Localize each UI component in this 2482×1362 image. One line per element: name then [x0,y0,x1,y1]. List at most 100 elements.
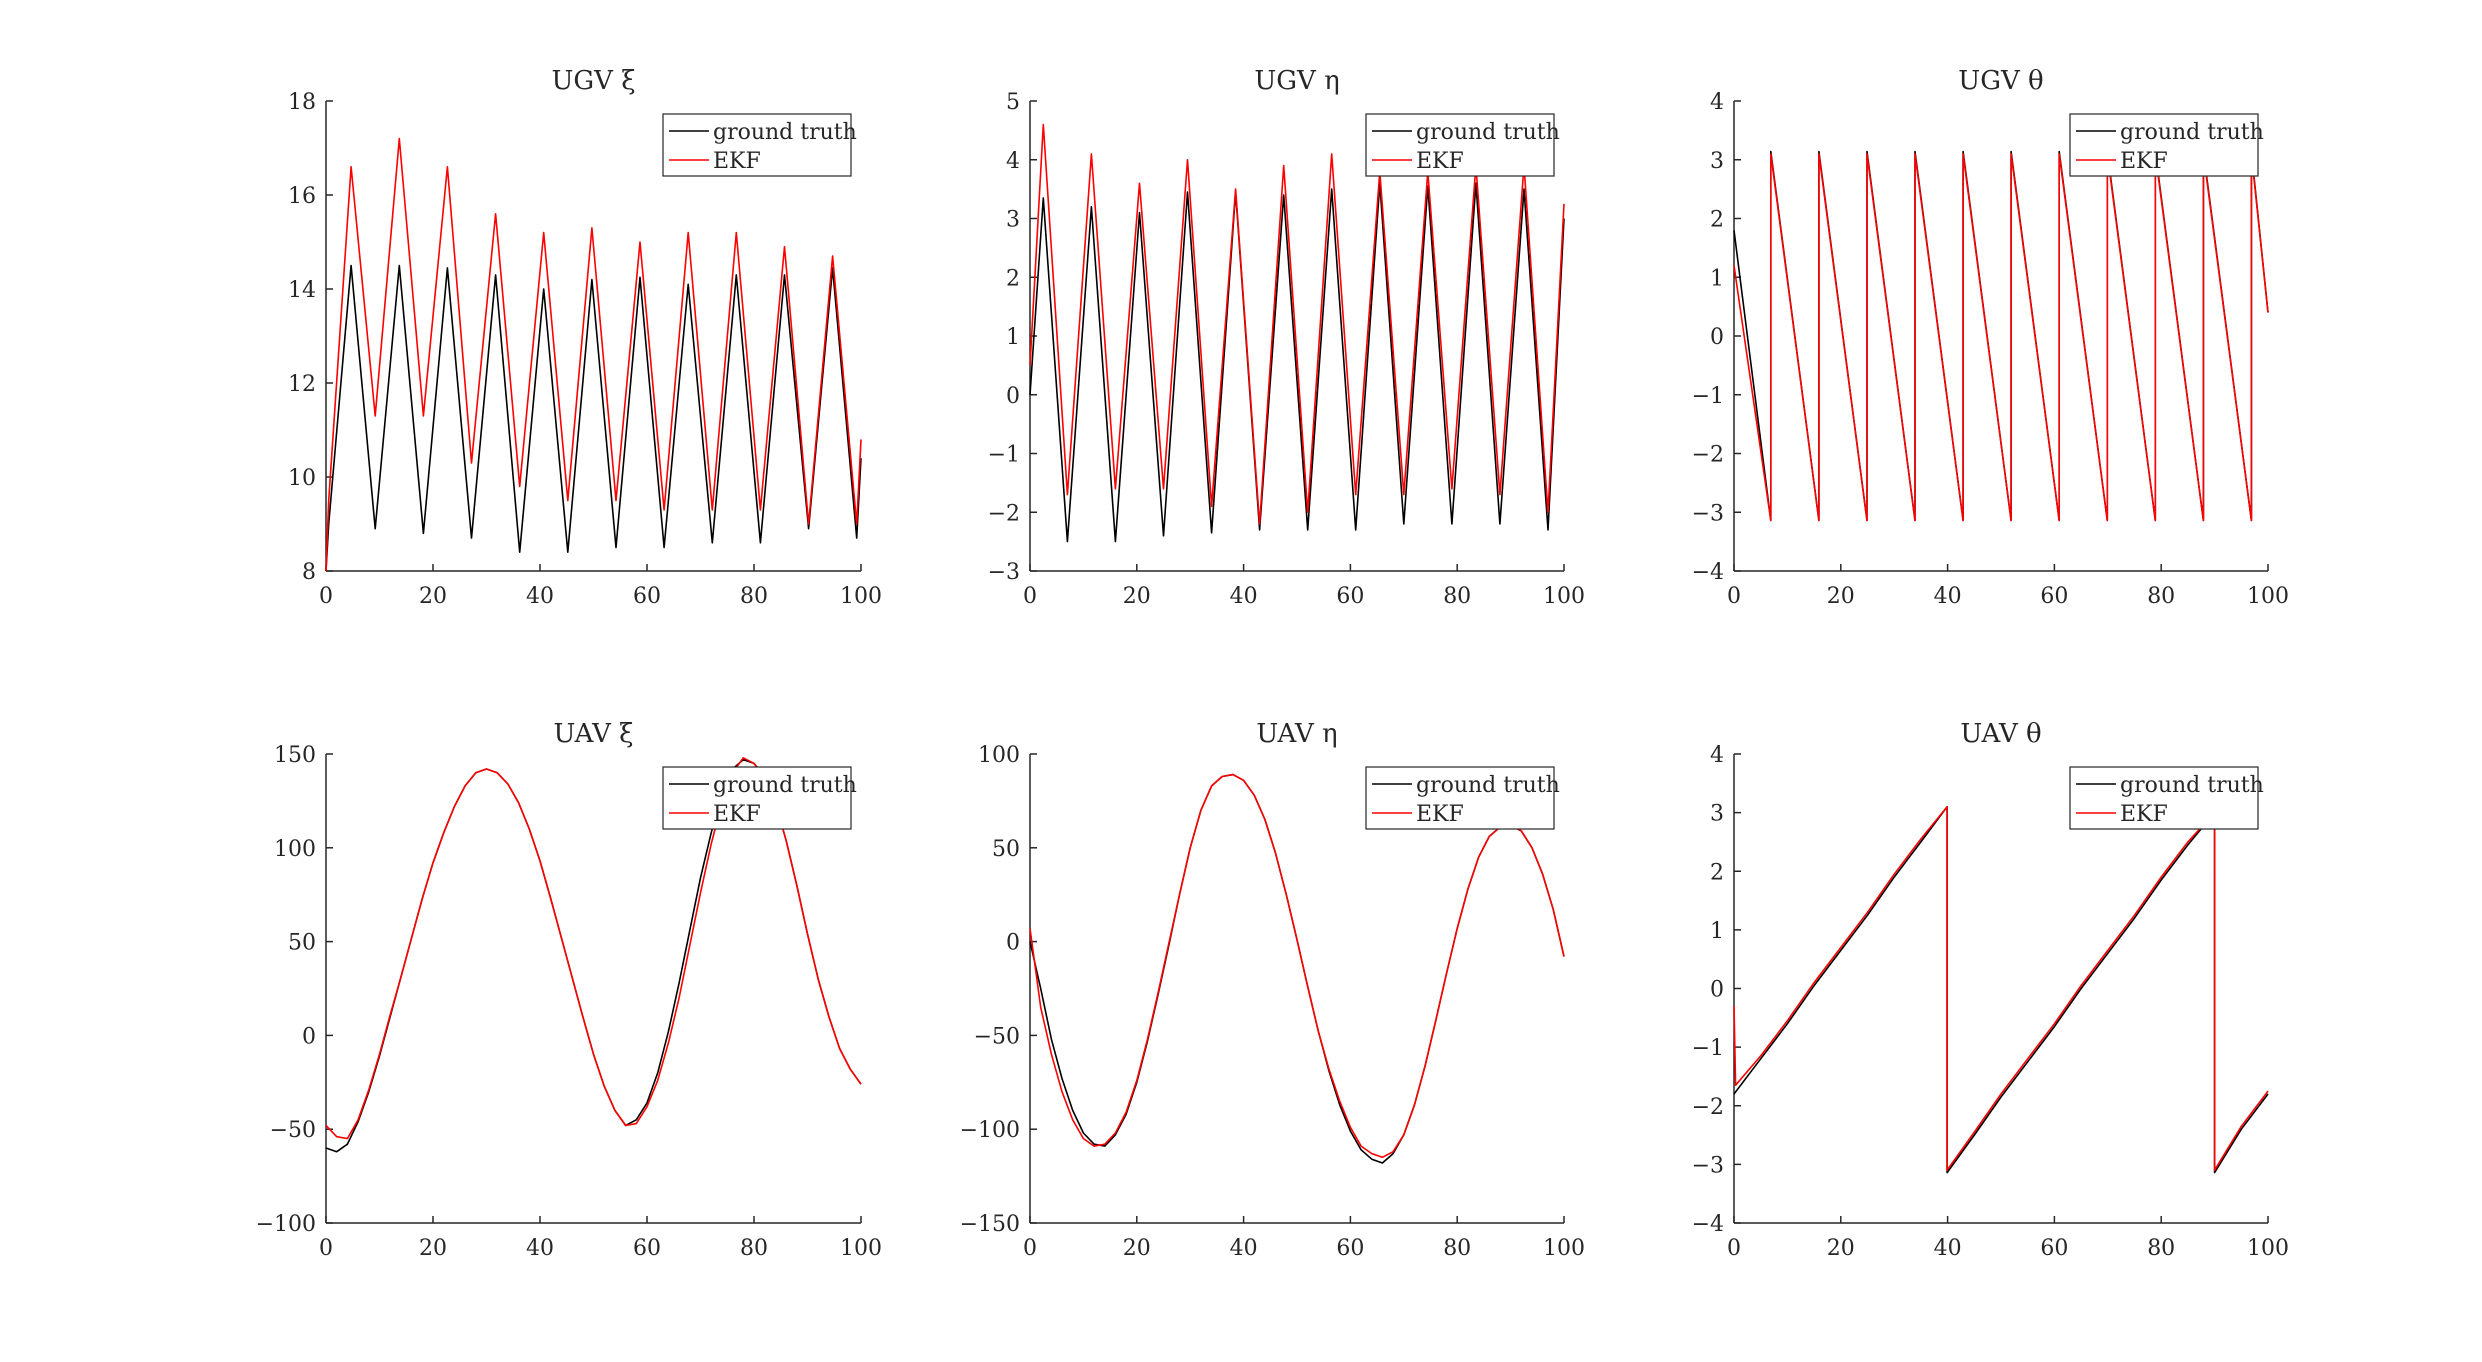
chart-title: UGV ξ [551,66,635,96]
y-tick-label: −150 [960,1212,1020,1237]
y-tick-label: 8 [302,560,316,585]
series-line-ground-truth [325,264,862,572]
y-tick-label: 5 [1006,90,1020,115]
chart-panel-2: 0 20 40 60 80 100 −3 −2 −1 0 1 2 3 4 5 UGV η ground trut… [988,66,1585,609]
x-tick-label: 0 [1727,1236,1741,1261]
x-tick-label: 100 [1543,584,1585,609]
y-tick-label: −2 [1692,1095,1724,1120]
y-tick-label: 150 [274,743,316,768]
y-tick-label: −100 [960,1118,1020,1143]
series-line-ekf [325,137,862,572]
y-tick-label: 4 [1710,90,1724,115]
chart-title: UGV θ [1958,66,2043,96]
y-tick-label: 0 [302,1024,316,1049]
chart-panel-3: 0 20 40 60 80 100 −4 −3 −2 −1 0 1 2 3 4 UGV θ ground tru… [1692,66,2289,609]
y-tick-label: 3 [1710,802,1724,827]
y-tick-label: −2 [1692,443,1724,468]
y-tick-label: 16 [288,184,316,209]
x-tick-label: 60 [633,584,661,609]
legend-box [1365,113,1555,177]
legend-box [662,766,852,830]
y-tick-label: 4 [1710,743,1724,768]
x-tick-label: 100 [840,1236,882,1261]
legend-label: ground truth [713,773,857,798]
y-tick-label: 14 [288,278,316,303]
x-tick-label: 20 [1123,1236,1151,1261]
legend-label: EKF [2120,149,2168,174]
chart-title: UAV ξ [554,719,634,749]
y-tick-label: −1 [1692,384,1724,409]
x-tick-label: 20 [419,1236,447,1261]
legend-label: EKF [1416,149,1464,174]
y-tick-label: 0 [1006,931,1020,956]
y-tick-label: −1 [988,443,1020,468]
x-tick-label: 0 [1023,1236,1037,1261]
y-tick-label: 4 [1006,149,1020,174]
y-tick-label: −1 [1692,1036,1724,1061]
y-tick-label: −2 [988,501,1020,526]
y-tick-label: 12 [288,372,316,397]
x-tick-label: 20 [419,584,447,609]
x-tick-label: 60 [633,1236,661,1261]
x-tick-label: 40 [1934,1236,1962,1261]
series-line-ground-truth [1029,182,1565,543]
legend-label: ground truth [2120,120,2264,145]
y-tick-label: −100 [256,1212,316,1237]
x-tick-label: 60 [2040,1236,2068,1261]
series-line-ground-truth [1029,773,1565,1164]
x-tick-label: 20 [1827,1236,1855,1261]
x-tick-label: 40 [1230,1236,1258,1261]
x-tick-label: 80 [740,584,768,609]
y-tick-label: −3 [1692,501,1724,526]
y-tick-label: 1 [1006,325,1020,350]
legend-label: ground truth [2120,773,2264,798]
y-tick-label: 3 [1710,149,1724,174]
y-tick-label: −4 [1692,560,1724,585]
y-tick-label: 50 [992,837,1020,862]
legend: ground truth EKF [2069,766,2264,830]
legend: ground truth EKF [1365,113,1560,177]
x-tick-label: 80 [1443,584,1471,609]
legend: ground truth EKF [662,113,857,177]
x-tick-label: 60 [1336,584,1364,609]
chart-panel-6: 0 20 40 60 80 100 −4 −3 −2 −1 0 1 2 3 4 UAV θ ground tru… [1692,719,2289,1261]
x-tick-label: 80 [740,1236,768,1261]
x-tick-label: 40 [526,584,554,609]
chart-title: UGV η [1254,66,1339,96]
x-tick-label: 0 [319,584,333,609]
y-tick-label: 0 [1710,325,1724,350]
x-tick-label: 100 [840,584,882,609]
y-tick-label: 2 [1710,860,1724,885]
x-tick-label: 60 [2040,584,2068,609]
y-tick-label: 2 [1710,208,1724,233]
legend-box [2069,113,2259,177]
series-line-ekf [1029,123,1565,525]
y-tick-label: 18 [288,90,316,115]
x-tick-label: 0 [1727,584,1741,609]
y-tick-label: −4 [1692,1212,1724,1237]
x-tick-label: 20 [1123,584,1151,609]
x-tick-label: 80 [2147,1236,2175,1261]
y-tick-label: −50 [270,1118,316,1143]
y-tick-label: 0 [1710,978,1724,1003]
x-tick-label: 80 [2147,584,2175,609]
x-tick-label: 100 [2247,584,2289,609]
chart-panel-4: 0 20 40 60 80 100 −100 −50 0 50 100 150 UAV ξ ground … [256,719,882,1261]
legend-label: ground truth [1416,120,1560,145]
x-tick-label: 20 [1827,584,1855,609]
y-tick-label: 1 [1710,919,1724,944]
legend-label: EKF [1416,802,1464,827]
chart-title: UAV η [1256,719,1337,749]
x-tick-label: 0 [319,1236,333,1261]
legend-label: EKF [713,802,761,827]
y-tick-label: −3 [1692,1153,1724,1178]
legend-label: ground truth [713,120,857,145]
legend: ground truth EKF [2069,113,2264,177]
y-tick-label: 2 [1006,266,1020,291]
y-tick-label: 10 [288,466,316,491]
x-tick-label: 60 [1336,1236,1364,1261]
x-tick-label: 40 [526,1236,554,1261]
series-line-ekf [1733,153,2269,522]
y-tick-label: −50 [974,1024,1020,1049]
